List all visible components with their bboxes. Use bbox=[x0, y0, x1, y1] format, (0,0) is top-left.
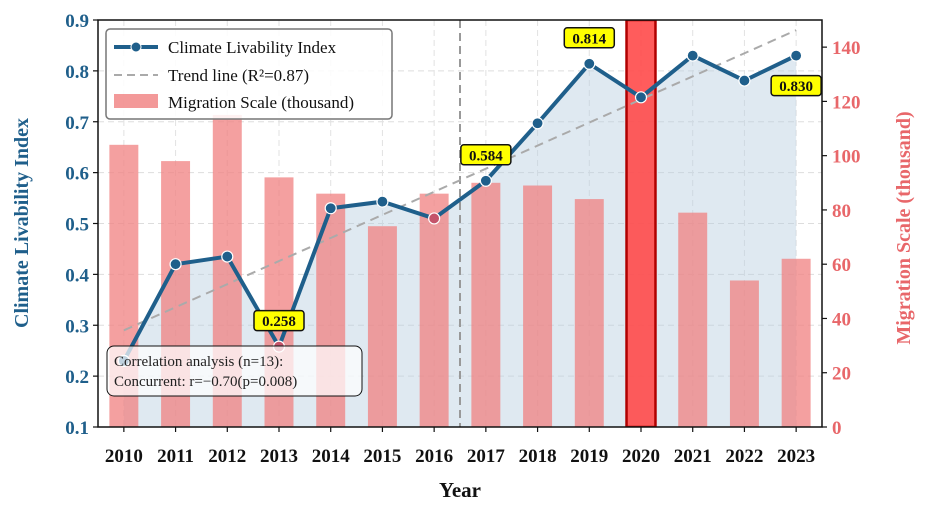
y-axis-label-right: Migration Scale (thousand) bbox=[893, 111, 915, 344]
y-tick-label-right: 60 bbox=[832, 255, 851, 276]
annotation-layer: 0.258 0.584 0.814 0.830 bbox=[253, 27, 822, 332]
legend-bar-swatch bbox=[114, 94, 158, 108]
x-tick-label: 2015 bbox=[363, 446, 401, 467]
y-tick-label-right: 20 bbox=[832, 364, 851, 385]
migration-bar bbox=[367, 226, 397, 427]
x-tick-label: 2022 bbox=[725, 446, 763, 467]
correlation-line-1: Correlation analysis (n=13): bbox=[114, 354, 283, 370]
x-tick-label: 2012 bbox=[208, 446, 246, 467]
annotation-box bbox=[253, 309, 305, 332]
x-tick-label: 2014 bbox=[312, 446, 351, 467]
migration-bar bbox=[729, 280, 759, 427]
x-axis-label: Year bbox=[439, 478, 481, 502]
index-point bbox=[583, 57, 596, 70]
y-tick-label-left: 0.7 bbox=[65, 113, 89, 134]
line-layer bbox=[122, 53, 798, 362]
legend: Climate Livability Index Trend line (R²=… bbox=[105, 28, 393, 120]
y-tick-label-right: 140 bbox=[832, 38, 861, 59]
index-point bbox=[738, 74, 751, 87]
x-tick-label: 2020 bbox=[622, 446, 660, 467]
annotation-label: 0.258 bbox=[262, 314, 296, 330]
migration-bar bbox=[781, 258, 811, 427]
index-point bbox=[221, 250, 234, 263]
y-tick-label-right: 0 bbox=[832, 418, 842, 439]
x-tick-label: 2018 bbox=[519, 446, 557, 467]
y-tick-label-left: 0.9 bbox=[65, 11, 89, 32]
index-line bbox=[122, 53, 798, 362]
x-tick-label: 2016 bbox=[415, 446, 453, 467]
y-tick-label-left: 0.5 bbox=[65, 215, 89, 236]
x-tick-label: 2011 bbox=[157, 446, 194, 467]
y-axis-label-left: Climate Livability Index bbox=[11, 118, 33, 328]
legend-box bbox=[105, 28, 393, 120]
y-tick-label-right: 120 bbox=[832, 92, 861, 113]
correlation-box-frame bbox=[106, 345, 363, 397]
legend-line-marker bbox=[130, 41, 142, 53]
legend-label-trend: Trend line (R²=0.87) bbox=[168, 66, 309, 85]
annotation-label: 0.584 bbox=[469, 148, 503, 164]
migration-bar bbox=[419, 193, 449, 427]
x-tick-label: 2019 bbox=[570, 446, 608, 467]
index-point bbox=[376, 195, 389, 208]
index-point bbox=[790, 49, 803, 62]
x-tick-label: 2013 bbox=[260, 446, 298, 467]
y-tick-label-left: 0.4 bbox=[65, 265, 89, 286]
annotation-box bbox=[770, 74, 822, 97]
index-point bbox=[324, 202, 337, 215]
annotation-label: 0.830 bbox=[779, 79, 813, 95]
y-tick-label-left: 0.1 bbox=[65, 418, 89, 439]
index-point bbox=[479, 174, 492, 187]
y-tick-label-left: 0.6 bbox=[65, 164, 89, 185]
x-tick-label: 2010 bbox=[105, 446, 143, 467]
index-point bbox=[531, 117, 544, 130]
annotation-box bbox=[563, 27, 616, 49]
trend-line bbox=[123, 29, 797, 332]
annotation-box bbox=[460, 144, 512, 166]
y-tick-label-right: 100 bbox=[832, 147, 861, 168]
legend-label-migration: Migration Scale (thousand) bbox=[168, 93, 354, 112]
index-point bbox=[686, 49, 699, 62]
y-tick-label-left: 0.2 bbox=[65, 367, 89, 388]
migration-bar bbox=[678, 212, 708, 427]
migration-bar-highlight bbox=[625, 20, 657, 427]
tick-layer: 0.1 0.2 0.3 0.4 0.5 0.6 0.7 0.8 0.9 2010 2011 2012 2… bbox=[65, 11, 860, 467]
x-tick-label: 2021 bbox=[674, 446, 712, 467]
correlation-box: Correlation analysis (n=13): Concurrent:… bbox=[106, 345, 363, 397]
y-tick-label-right: 40 bbox=[832, 309, 851, 330]
migration-bar bbox=[471, 182, 501, 427]
x-tick-label: 2017 bbox=[467, 446, 506, 467]
trend-layer bbox=[123, 29, 797, 332]
index-point bbox=[428, 212, 441, 225]
index-point bbox=[634, 91, 648, 104]
y-tick-label-left: 0.3 bbox=[65, 316, 89, 337]
correlation-line-2: Concurrent: r=−0.70(p=0.008) bbox=[114, 374, 297, 390]
migration-bar bbox=[523, 185, 553, 427]
x-tick-label: 2023 bbox=[777, 446, 815, 467]
y-tick-label-right: 80 bbox=[832, 201, 851, 222]
annotation-label: 0.814 bbox=[572, 31, 606, 47]
index-point bbox=[169, 258, 182, 271]
y-tick-label-left: 0.8 bbox=[65, 62, 89, 83]
migration-bar bbox=[574, 199, 604, 427]
legend-label-index: Climate Livability Index bbox=[168, 38, 337, 57]
